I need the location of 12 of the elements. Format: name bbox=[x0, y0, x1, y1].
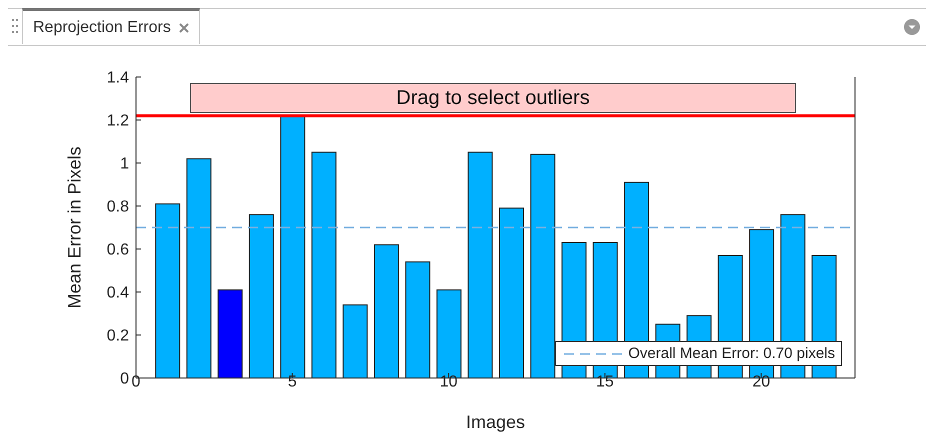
y-tick-label: 0.6 bbox=[106, 242, 130, 259]
y-tick-label: 0.8 bbox=[106, 198, 130, 216]
legend-label: Overall Mean Error: 0.70 pixels bbox=[628, 345, 835, 362]
y-tick-label: 1.2 bbox=[106, 112, 130, 130]
chart-title: Reprojection Errors bbox=[33, 18, 171, 36]
y-tick-label: 1 bbox=[120, 156, 130, 173]
y-axis-title: Mean Error in Pixels bbox=[64, 146, 84, 309]
selection-button: Drag to select outliers bbox=[190, 83, 796, 113]
x-axis-title: Images bbox=[466, 412, 526, 432]
y-tick-label: 0.4 bbox=[106, 284, 130, 302]
y-tick-label: 1.4 bbox=[106, 70, 130, 87]
y-tick-label: 0.2 bbox=[106, 328, 130, 345]
